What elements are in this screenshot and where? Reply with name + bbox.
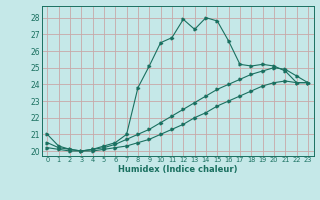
- X-axis label: Humidex (Indice chaleur): Humidex (Indice chaleur): [118, 165, 237, 174]
